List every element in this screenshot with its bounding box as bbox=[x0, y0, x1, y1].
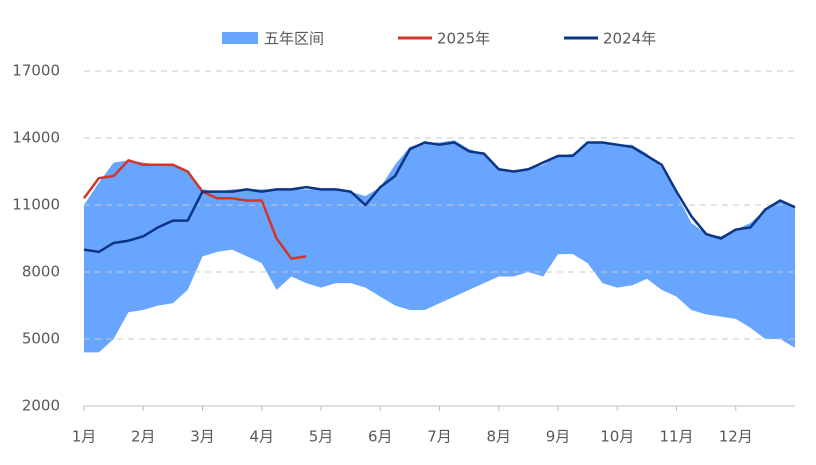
y-tick-label: 5000 bbox=[22, 330, 60, 348]
legend-label: 2024年 bbox=[603, 30, 656, 48]
y-tick-label: 2000 bbox=[22, 397, 60, 415]
x-tick-label: 5月 bbox=[309, 428, 334, 446]
x-tick-label: 1月 bbox=[72, 428, 97, 446]
x-tick-label: 3月 bbox=[190, 428, 215, 446]
legend-label: 2025年 bbox=[437, 30, 490, 48]
x-tick-label: 6月 bbox=[368, 428, 393, 446]
y-tick-label: 14000 bbox=[12, 129, 60, 147]
x-tick-label: 7月 bbox=[427, 428, 452, 446]
range-area bbox=[84, 140, 795, 353]
x-tick-label: 4月 bbox=[249, 428, 274, 446]
x-tick-label: 10月 bbox=[600, 428, 634, 446]
x-tick-label: 8月 bbox=[486, 428, 511, 446]
line-1 bbox=[82, 159, 307, 260]
y-tick-label: 17000 bbox=[12, 62, 60, 80]
y-tick-label: 11000 bbox=[12, 196, 60, 214]
x-tick-label: 11月 bbox=[659, 428, 693, 446]
x-tick-label: 9月 bbox=[546, 428, 571, 446]
legend-swatch bbox=[222, 32, 258, 44]
line-2 bbox=[83, 141, 796, 254]
x-tick-label: 2月 bbox=[131, 428, 156, 446]
x-tick-label: 12月 bbox=[719, 428, 753, 446]
legend-label: 五年区间 bbox=[264, 30, 324, 48]
y-tick-label: 8000 bbox=[22, 263, 60, 281]
